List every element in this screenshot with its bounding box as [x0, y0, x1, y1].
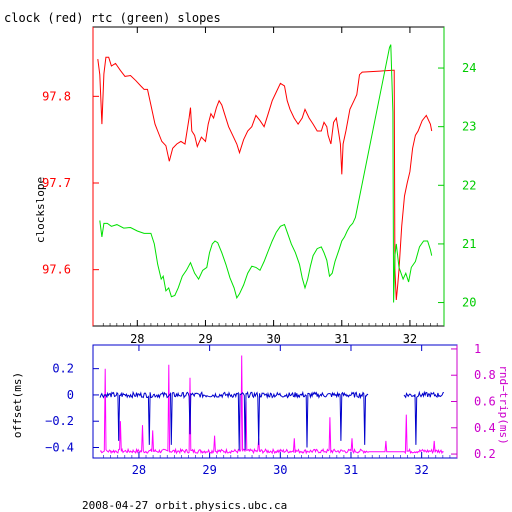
top-right-tick-label: 22	[462, 178, 476, 192]
footer-text: 2008-04-27 orbit.physics.ubc.ca	[82, 499, 287, 512]
top-right-tick-label: 24	[462, 61, 476, 75]
plot-layer: 28 29 30 31 32 97.8 97.7 97.6 24 23 22 21 20 28 29 30 31…	[42, 26, 496, 477]
top-x-tick-label: 32	[403, 332, 417, 346]
bottom-right-tick-label: 0.2	[474, 447, 496, 461]
top-x-tick-label: 29	[198, 332, 212, 346]
top-x-tick-label: 31	[335, 332, 349, 346]
top-left-tick-label: 97.7	[42, 176, 71, 190]
bottom-x-tick-label: 32	[414, 463, 428, 477]
bottom-right-tick-label: 0.6	[474, 395, 496, 409]
top-right-tick-label: 23	[462, 120, 476, 134]
bottom-x-tick-label: 30	[273, 463, 287, 477]
bottom-right-tick-label: 1	[474, 342, 481, 356]
top-x-tick-label: 28	[130, 332, 144, 346]
bottom-left-tick-label: −0.2	[45, 414, 74, 428]
offset-series	[403, 390, 445, 445]
top-left-tick-label: 97.6	[42, 263, 71, 277]
offset-series	[99, 390, 369, 451]
top-right-tick-label: 21	[462, 237, 476, 251]
bottom-right-tick-label: 0.4	[474, 421, 496, 435]
round-trip-series	[99, 355, 444, 455]
bottom-plot-frame	[92, 344, 458, 459]
bottom-left-tick-label: 0	[67, 388, 74, 402]
bottom-y2-axis-label: rnd−trip(ms)	[497, 365, 510, 444]
bottom-y-axis-label: offset(ms)	[11, 372, 24, 438]
bottom-x-tick-label: 29	[202, 463, 216, 477]
bottom-left-tick-label: −0.4	[45, 440, 74, 454]
top-chart-title: clock (red) rtc (green) slopes	[4, 11, 221, 25]
clock-slope-series	[97, 56, 433, 301]
top-y-axis-label: clockslope	[34, 177, 47, 243]
bottom-x-tick-label: 31	[344, 463, 358, 477]
bottom-right-tick-label: 0.8	[474, 368, 496, 382]
bottom-x-tick-label: 28	[132, 463, 146, 477]
top-x-tick-label: 30	[266, 332, 280, 346]
top-right-tick-label: 20	[462, 296, 476, 310]
top-left-tick-label: 97.8	[42, 89, 71, 103]
rtc-slope-series	[99, 44, 433, 303]
bottom-left-tick-label: 0.2	[52, 362, 74, 376]
